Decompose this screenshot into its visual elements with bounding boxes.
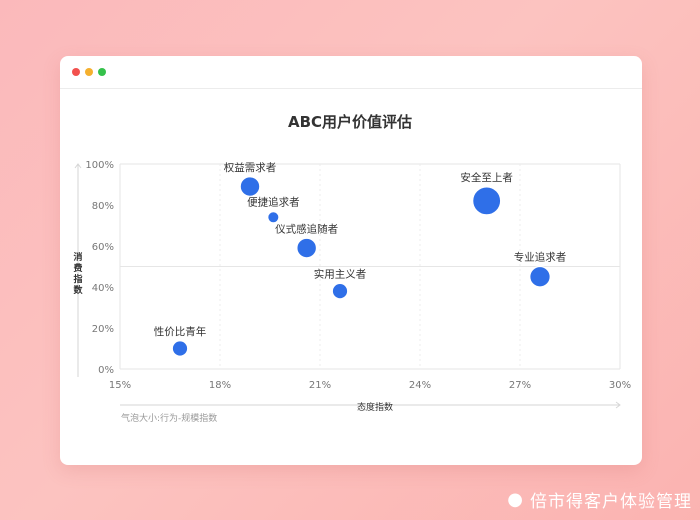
x-axis-label: 态度指数 xyxy=(357,401,393,413)
bubble-label: 仪式感追随者 xyxy=(275,222,338,235)
y-tick-label: 60% xyxy=(92,242,114,253)
x-tick-label: 21% xyxy=(309,380,331,391)
minimize-dot-icon[interactable] xyxy=(85,68,93,76)
bubble xyxy=(239,176,261,197)
x-tick-label: 15% xyxy=(109,380,131,391)
y-tick-label: 20% xyxy=(92,324,114,335)
bubble xyxy=(472,186,502,216)
bubble xyxy=(267,211,280,224)
chart-window: ABC用户价值评估 15% 18% 21% 24% 27% 30% 0% 20% 40% 60% 8… xyxy=(60,56,642,465)
watermark-text: 倍市得客户体验管理 xyxy=(530,492,692,512)
bubble xyxy=(529,265,551,288)
bubble-label: 便捷追求者 xyxy=(247,196,300,209)
window-titlebar xyxy=(60,56,642,89)
y-axis-label-char: 消 xyxy=(73,251,82,263)
bubble-label: 性价比青年 xyxy=(154,325,207,338)
y-tick-label: 80% xyxy=(92,201,114,212)
close-dot-icon[interactable] xyxy=(72,68,80,76)
y-axis-label-char: 指 xyxy=(73,273,82,285)
x-axis-arrowhead xyxy=(615,401,621,409)
bubble xyxy=(296,237,318,259)
x-tick-label: 30% xyxy=(609,380,631,391)
bubble xyxy=(171,340,189,357)
y-axis-label-char: 数 xyxy=(73,284,83,296)
axis-arrows xyxy=(74,163,621,409)
bubble-chart: ABC用户价值评估 15% 18% 21% 24% 27% 30% 0% 20% 40% 60% 8… xyxy=(73,113,631,424)
y-axis-arrowhead xyxy=(74,163,82,169)
axis-ticks: 15% 18% 21% 24% 27% 30% 0% 20% 40% 60% 80% 100% xyxy=(85,160,631,391)
y-tick-label: 0% xyxy=(98,365,114,376)
x-tick-label: 24% xyxy=(409,380,431,391)
x-tick-label: 18% xyxy=(209,380,231,391)
bubble xyxy=(331,282,349,300)
chart-title: ABC用户价值评估 xyxy=(288,113,412,131)
y-tick-label: 100% xyxy=(85,160,114,171)
watermark: ● 倍市得客户体验管理 xyxy=(507,487,692,512)
weibo-icon: ● xyxy=(507,489,524,510)
bubble-label: 权益需求者 xyxy=(224,161,277,174)
chart-grid xyxy=(119,163,621,370)
bubble-label: 安全至上者 xyxy=(460,171,512,184)
y-tick-label: 40% xyxy=(92,283,114,294)
bubble-label: 专业追求者 xyxy=(514,251,567,264)
bubble-size-note: 气泡大小:行为-规模指数 xyxy=(121,412,217,424)
bubble-label: 实用主义者 xyxy=(314,267,367,280)
y-axis-label-char: 费 xyxy=(73,262,82,274)
x-tick-label: 27% xyxy=(509,380,531,391)
maximize-dot-icon[interactable] xyxy=(98,68,106,76)
